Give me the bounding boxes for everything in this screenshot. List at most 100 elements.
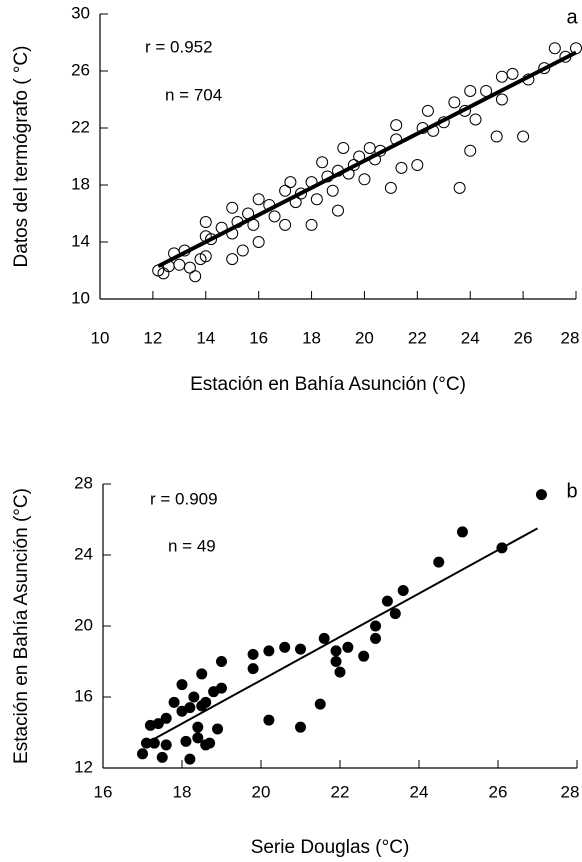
- point: [570, 42, 582, 55]
- point: [263, 714, 275, 726]
- y-tick-label: 24: [74, 544, 93, 563]
- point: [189, 270, 202, 283]
- point: [205, 233, 218, 246]
- point: [252, 193, 265, 206]
- y-tick-label: 20: [74, 615, 93, 634]
- point: [173, 258, 186, 271]
- point: [196, 668, 208, 680]
- point: [295, 643, 306, 655]
- point: [216, 656, 227, 667]
- x-tick-label: 18: [302, 328, 321, 347]
- y-tick-label: 22: [71, 117, 90, 136]
- point: [268, 210, 281, 223]
- point: [538, 62, 551, 75]
- y-tick-label: 14: [71, 231, 90, 250]
- annotation: r = 0.952: [145, 37, 213, 56]
- point: [199, 250, 212, 263]
- point: [517, 130, 530, 143]
- point: [279, 218, 292, 231]
- point: [226, 253, 239, 266]
- point: [448, 96, 461, 109]
- point: [160, 712, 172, 724]
- x-tick-label: 16: [94, 782, 113, 801]
- point: [384, 181, 397, 194]
- x-tick-label: 26: [489, 782, 508, 801]
- point: [305, 218, 318, 231]
- annotation: n = 704: [165, 85, 222, 104]
- point: [326, 184, 339, 197]
- x-tick-label: 24: [410, 782, 429, 801]
- point: [334, 666, 346, 678]
- point: [318, 632, 330, 644]
- x-tick-label: 20: [355, 328, 374, 347]
- fit-line: [157, 50, 577, 269]
- point: [490, 130, 503, 143]
- point: [192, 721, 204, 733]
- panel-label: a: [566, 6, 578, 28]
- point: [295, 721, 306, 733]
- point: [310, 193, 323, 206]
- point: [168, 696, 180, 708]
- x-tick-label: 28: [561, 328, 580, 347]
- point: [411, 159, 424, 172]
- point: [192, 732, 204, 744]
- point: [330, 656, 342, 667]
- point: [358, 650, 370, 662]
- point: [535, 489, 547, 501]
- point: [236, 244, 249, 257]
- x-tick-label: 12: [143, 328, 162, 347]
- point: [160, 739, 172, 751]
- point: [226, 201, 239, 214]
- x-tick-label: 18: [173, 782, 192, 801]
- point: [176, 679, 188, 691]
- point: [381, 595, 393, 607]
- y-axis-label: Datos del termógrafo ( °C): [11, 46, 32, 268]
- point: [180, 735, 192, 747]
- point: [212, 723, 224, 735]
- y-tick-label: 10: [71, 288, 90, 307]
- point: [279, 184, 292, 197]
- point: [342, 641, 354, 653]
- point: [152, 718, 164, 730]
- point: [395, 161, 408, 174]
- point: [294, 187, 307, 200]
- point: [247, 648, 259, 660]
- point: [316, 156, 329, 169]
- point: [314, 698, 326, 710]
- point: [453, 181, 466, 194]
- point: [464, 84, 477, 97]
- point: [199, 216, 212, 229]
- y-tick-label: 18: [71, 174, 90, 193]
- panel-label: b: [566, 480, 577, 502]
- point: [456, 526, 468, 538]
- point: [548, 42, 561, 55]
- y-tick-label: 26: [71, 60, 90, 79]
- x-tick-label: 16: [249, 328, 268, 347]
- y-tick-label: 28: [74, 473, 93, 492]
- x-tick-label: 26: [514, 328, 533, 347]
- point: [263, 645, 275, 657]
- x-tick-label: 22: [331, 782, 350, 801]
- annotation: r = 0.909: [150, 489, 218, 508]
- point: [279, 641, 291, 653]
- y-tick-label: 12: [74, 757, 93, 776]
- point: [137, 748, 148, 760]
- point: [284, 176, 297, 189]
- point: [389, 608, 401, 620]
- point: [433, 556, 445, 568]
- fit-line: [145, 527, 538, 745]
- point: [188, 691, 200, 703]
- point: [363, 141, 376, 154]
- x-tick-label: 10: [91, 328, 110, 347]
- x-axis-label: Serie Douglas (°C): [251, 837, 410, 858]
- point: [216, 682, 227, 694]
- y-axis-label: Estación en Bahía Asunción (°C): [11, 488, 32, 764]
- point: [247, 663, 259, 675]
- point: [421, 104, 434, 117]
- point: [330, 645, 342, 657]
- x-tick-label: 28: [561, 782, 580, 801]
- point: [337, 141, 350, 154]
- y-tick-label: 30: [71, 3, 90, 22]
- point: [200, 696, 212, 708]
